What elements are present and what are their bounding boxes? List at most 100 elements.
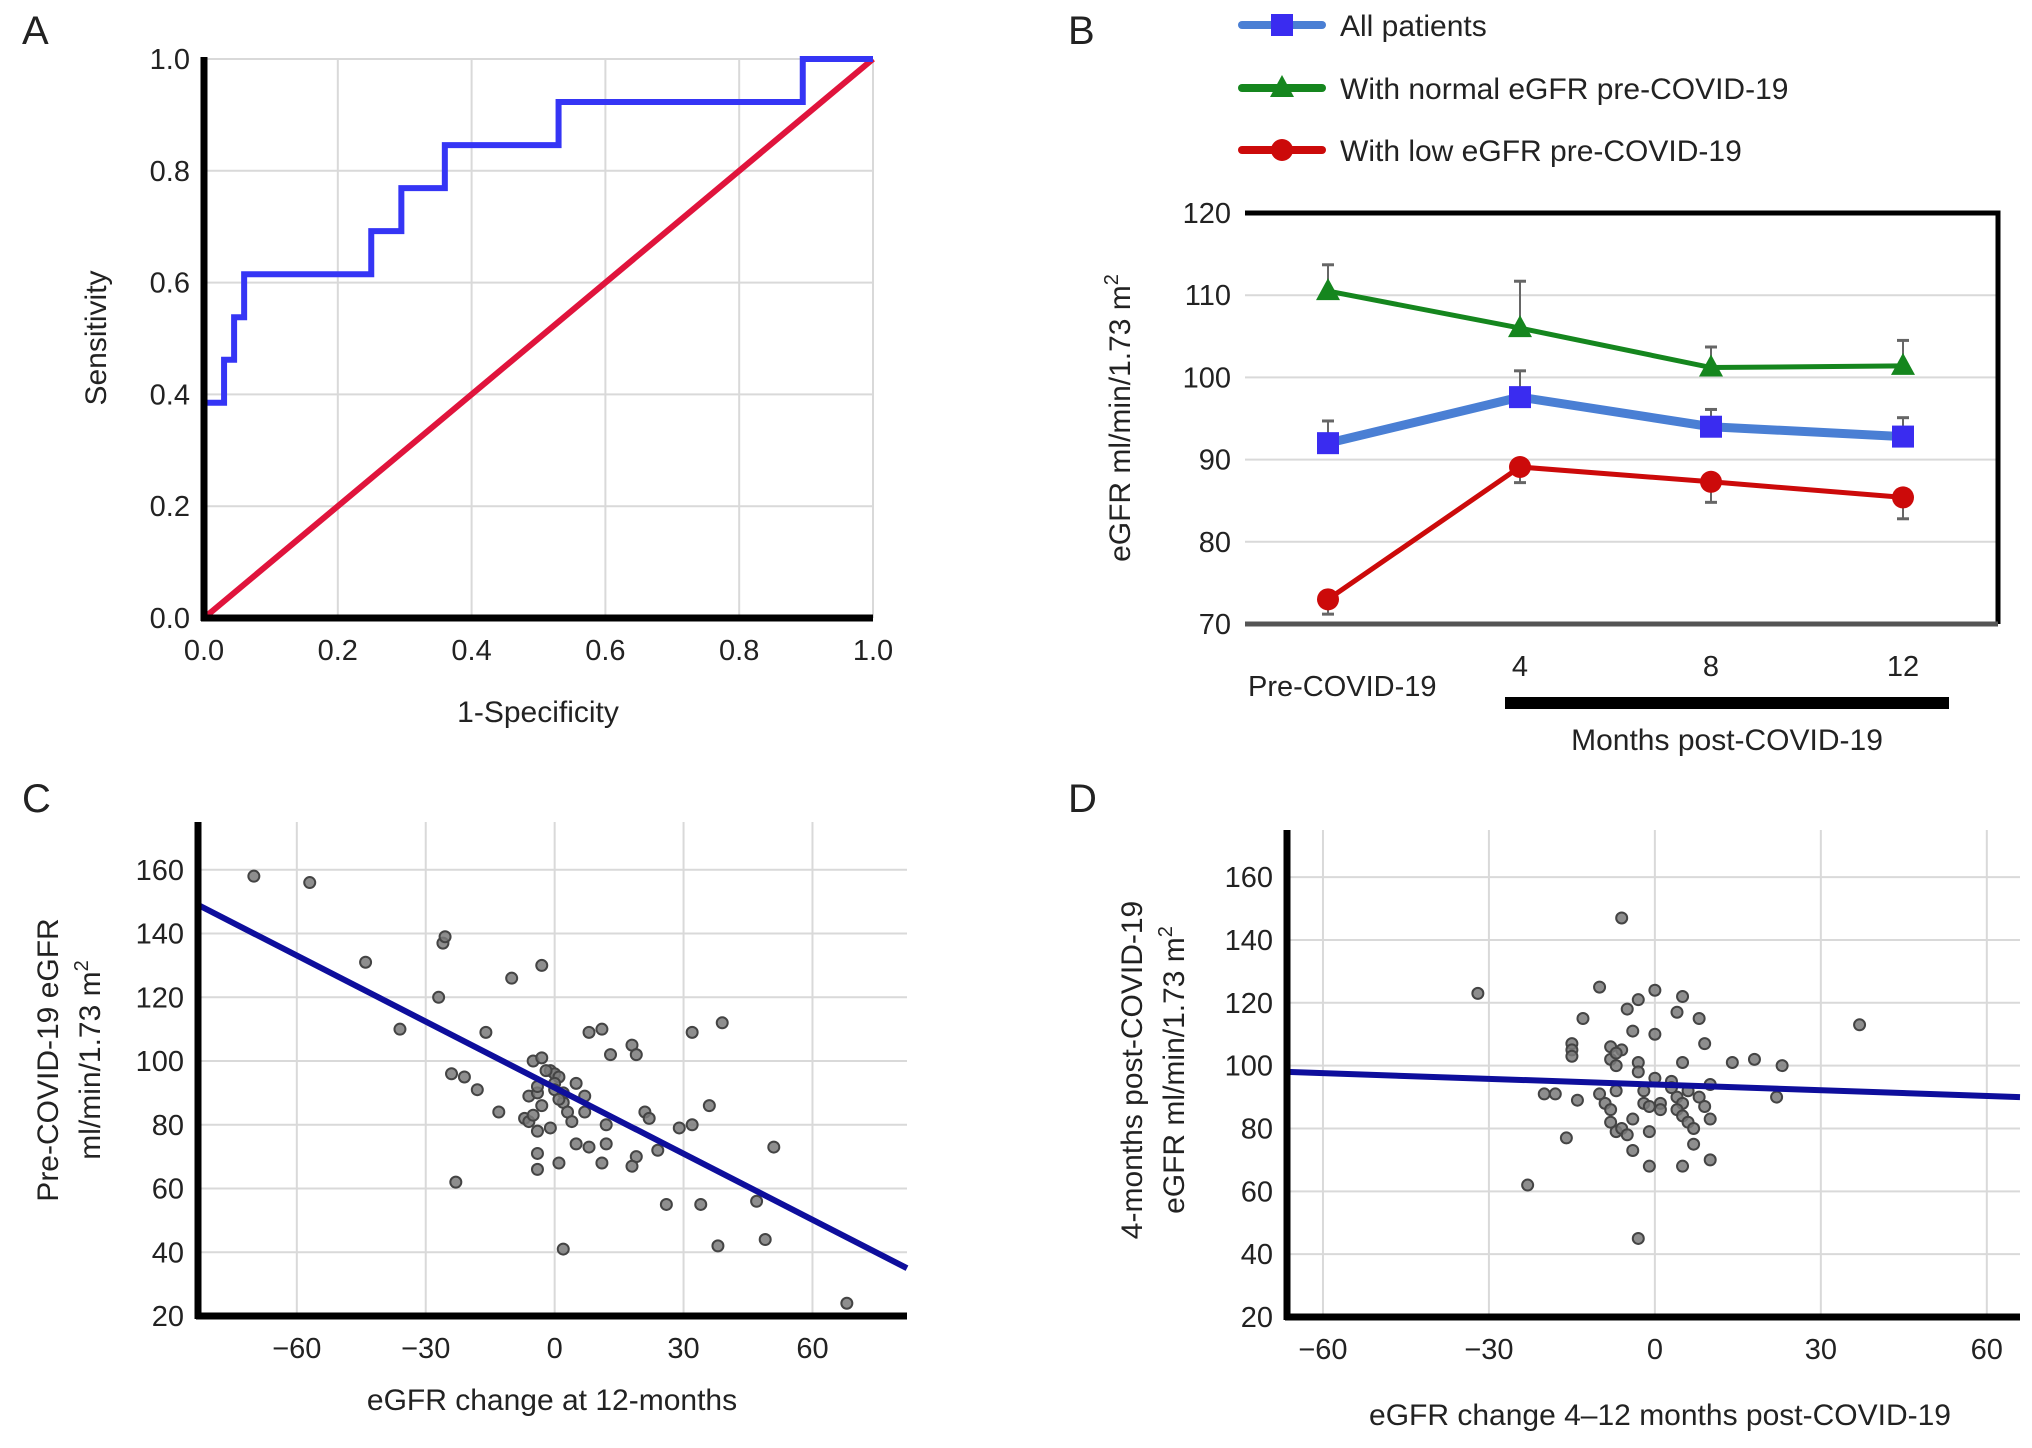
c-regression-line (196, 902, 909, 1271)
d-axes (1283, 830, 2020, 1321)
a-roc-curve (201, 56, 873, 618)
b-y-axis-title-sup: 2 (1101, 274, 1123, 285)
b-series-line (1326, 392, 1904, 448)
c-y-axis-title-line2-text: ml/min/1.73 m (74, 971, 107, 1159)
d-data-point (1626, 1024, 1640, 1038)
d-data-point (1593, 1087, 1607, 1101)
c-data-point (840, 1296, 854, 1310)
c-data-point (505, 971, 519, 985)
d-data-point (1548, 1087, 1562, 1101)
c-data-point (445, 1067, 459, 1081)
c-data-point (599, 1137, 613, 1151)
d-points (1471, 911, 1867, 1245)
d-data-point (1676, 990, 1690, 1004)
a-x-tick-label: 0.8 (719, 635, 759, 667)
a-tick-labels: 0.0 0.2 0.4 0.6 0.8 1.0 0.0 0.2 0.4 0.6 0.8 1.0 (150, 44, 893, 667)
d-y-tick-label: 160 (1225, 862, 1273, 894)
c-y-axis-title-sup: 2 (71, 960, 93, 971)
c-data-point (535, 1051, 549, 1065)
b-y-axis-title: eGFR ml/min/1.73 m2 (1101, 274, 1137, 562)
b-y-tick-label: 70 (1199, 609, 1231, 641)
c-data-point (530, 1162, 544, 1176)
d-regression (1286, 1068, 2021, 1101)
d-data-point (1725, 1056, 1739, 1070)
b-data-point (1509, 386, 1531, 409)
c-data-point (565, 1115, 579, 1129)
d-data-point (1631, 993, 1645, 1007)
c-data-point (457, 1070, 471, 1084)
panel-label-d: D (1068, 777, 1097, 821)
b-legend: All patients With normal eGFR pre-COVID-1… (1238, 10, 1788, 168)
c-data-point (595, 1022, 609, 1036)
c-data-point (543, 1121, 557, 1135)
d-data-point (1648, 1027, 1662, 1041)
b-data-point (1892, 486, 1914, 509)
b-y-tick-label: 110 (1185, 280, 1231, 312)
d-data-point (1687, 1137, 1701, 1151)
c-regression (196, 902, 909, 1271)
b-data-point (1508, 315, 1532, 338)
d-data-point (1609, 1046, 1623, 1060)
c-data-point (552, 1092, 566, 1106)
d-gridlines (1287, 830, 2020, 1317)
c-y-tick-label: 120 (136, 982, 184, 1014)
panel-label-c: C (22, 777, 51, 821)
c-data-point (530, 1124, 544, 1138)
d-x-tick-label: 30 (1805, 1334, 1837, 1366)
c-data-point (758, 1233, 772, 1247)
d-x-axis-title: eGFR change 4–12 months post-COVID-19 (1369, 1399, 1951, 1432)
panel-label-a: A (22, 9, 49, 53)
d-data-point (1747, 1052, 1761, 1066)
c-data-point (659, 1197, 673, 1211)
c-y-tick-label: 160 (136, 855, 184, 887)
panel-label-b: B (1068, 9, 1095, 53)
d-data-point (1565, 1049, 1579, 1063)
d-y-tick-label: 140 (1225, 925, 1273, 957)
c-y-tick-label: 140 (136, 919, 184, 951)
d-data-point (1471, 986, 1485, 1000)
a-x-tick-label: 0.4 (451, 635, 491, 667)
d-data-point (1670, 1005, 1684, 1019)
c-data-point (492, 1105, 506, 1119)
c-data-point (767, 1140, 781, 1154)
a-reference-line (202, 56, 875, 621)
c-data-point (535, 958, 549, 972)
d-data-point (1648, 983, 1662, 997)
b-data-point (1891, 352, 1915, 375)
d-y-axis-title-sup: 2 (1155, 926, 1177, 937)
c-data-point (470, 1083, 484, 1097)
d-data-point (1703, 1153, 1717, 1167)
legend-marker-circle-icon (1271, 139, 1293, 161)
d-data-point (1653, 1103, 1667, 1117)
c-data-point (359, 955, 373, 969)
d-data-point (1570, 1093, 1584, 1107)
c-data-point (303, 876, 317, 890)
d-data-point (1620, 1002, 1634, 1016)
a-y-tick-label: 0.4 (150, 379, 190, 411)
d-data-point (1626, 1112, 1640, 1126)
b-x-tick-label: 4 (1512, 651, 1528, 683)
legend-label: With normal eGFR pre-COVID-19 (1340, 73, 1788, 106)
c-data-point (247, 869, 261, 883)
b-data-point (1700, 470, 1722, 493)
scatter-c-panel: −60 −30 0 30 60 20 40 60 80 100 120 140 160 eGFR cha… (32, 822, 909, 1417)
c-data-point (552, 1156, 566, 1170)
c-y-tick-label: 40 (152, 1237, 184, 1269)
d-y-axis-title-line2: eGFR ml/min/1.73 m2 (1155, 926, 1191, 1214)
c-data-point (672, 1121, 686, 1135)
d-data-point (1620, 1128, 1634, 1142)
d-data-point (1559, 1131, 1573, 1145)
c-data-point (449, 1175, 463, 1189)
a-x-tick-label: 0.2 (318, 635, 358, 667)
c-x-tick-label: 0 (547, 1333, 563, 1365)
d-data-point (1626, 1143, 1640, 1157)
b-category-pre: Pre-COVID-19 (1248, 671, 1437, 703)
c-y-tick-label: 80 (152, 1110, 184, 1142)
d-data-point (1692, 1012, 1706, 1026)
d-data-point (1615, 911, 1629, 925)
b-data-point (1317, 432, 1339, 455)
b-months-bracket-bar (1505, 697, 1949, 709)
a-y-tick-label: 0.2 (150, 491, 190, 523)
c-data-point (604, 1048, 618, 1062)
a-y-tick-label: 0.0 (150, 603, 190, 635)
